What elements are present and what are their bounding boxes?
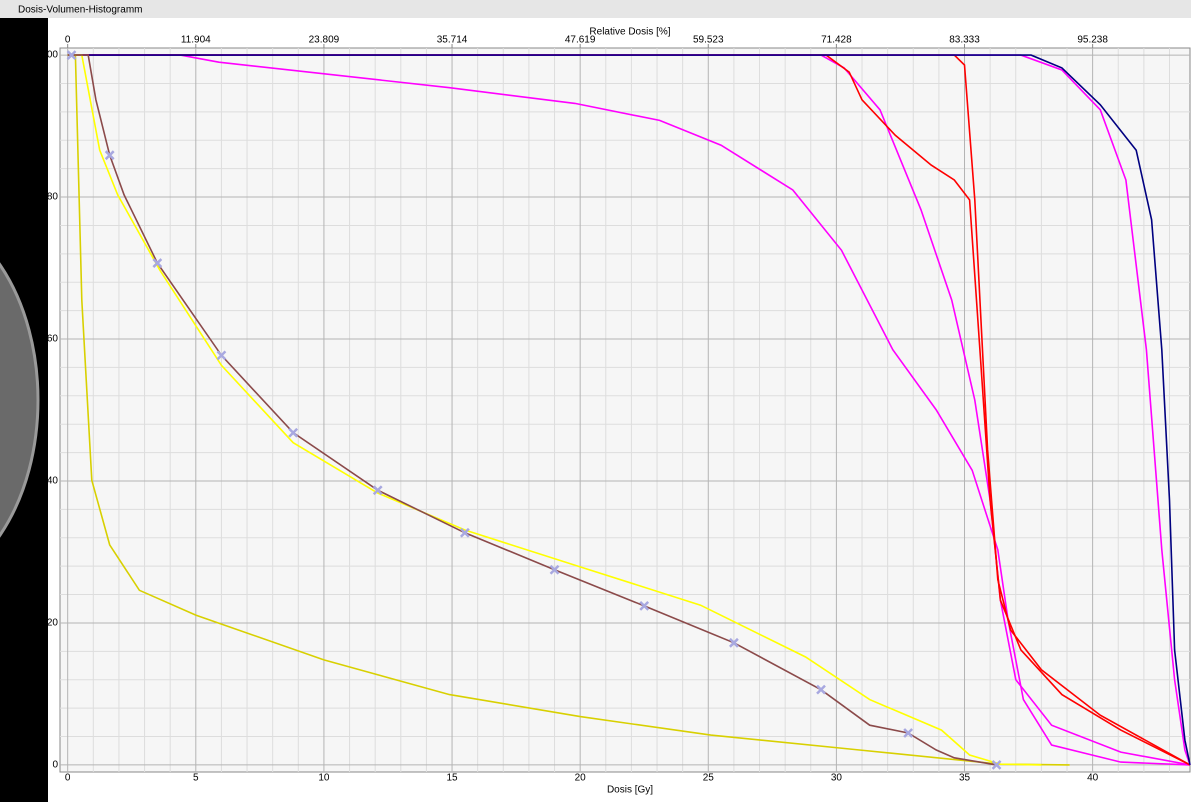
y-tick-label: 80 — [47, 192, 59, 203]
x2-tick-label: 23.809 — [309, 35, 340, 46]
x-tick-label: 20 — [575, 773, 587, 784]
x-tick-label: 15 — [446, 773, 458, 784]
x-tick-label: 35 — [959, 773, 971, 784]
x-tick-label: 25 — [703, 773, 715, 784]
x-tick-label: 5 — [193, 773, 199, 784]
y-tick-label: 40 — [47, 476, 59, 487]
x2-tick-label: 11.904 — [181, 35, 211, 46]
x2-tick-label: 83.333 — [949, 35, 980, 46]
x-tick-label: 30 — [831, 773, 843, 784]
x2-tick-label: 59.523 — [693, 35, 724, 46]
y-tick-label: 20 — [47, 618, 59, 629]
x2-tick-label: 71.428 — [821, 35, 852, 46]
y-tick-label: 60 — [47, 334, 59, 345]
x2-tick-label: 95.238 — [1077, 35, 1108, 46]
plot-area — [60, 48, 1190, 772]
y-tick-label: 100 — [41, 50, 58, 61]
x-tick-label: 10 — [318, 773, 330, 784]
x2-tick-label: 35.714 — [437, 35, 468, 46]
dvh-window: Dosis-Volumen-Histogramm Relative Dosis … — [0, 0, 1191, 802]
x-tick-label: 40 — [1087, 773, 1099, 784]
x2-axis-label: Relative Dosis [%] — [589, 27, 670, 38]
x-tick-label: 0 — [65, 773, 71, 784]
x2-tick-label: 0 — [65, 35, 71, 46]
y-tick-label: 0 — [52, 760, 58, 771]
x2-tick-label: 47.619 — [565, 35, 596, 46]
x-axis-label: Dosis [Gy] — [607, 785, 653, 796]
window-title: Dosis-Volumen-Histogramm — [18, 5, 142, 16]
title-bar — [0, 0, 1191, 18]
